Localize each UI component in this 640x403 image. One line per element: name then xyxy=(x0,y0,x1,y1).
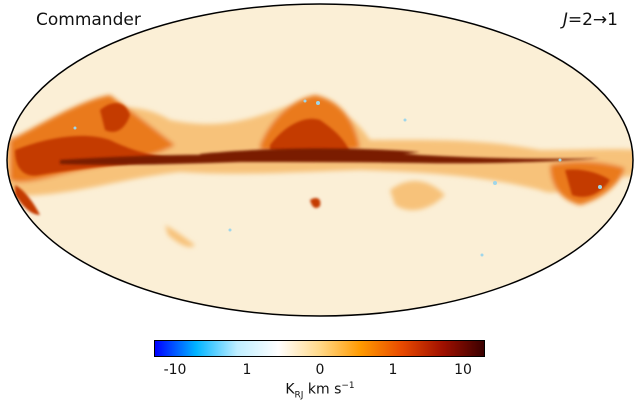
left-arm-cloud xyxy=(100,103,130,132)
unit-mid: km s xyxy=(303,381,342,398)
lower-left-filament xyxy=(165,225,195,247)
negative-speck xyxy=(493,181,497,185)
negative-speck xyxy=(558,158,562,162)
negative-speck xyxy=(316,101,320,105)
negative-speck xyxy=(480,253,484,257)
center-strong-cloud xyxy=(270,118,350,155)
negative-speck xyxy=(303,99,307,103)
transition-label: J=2→1 xyxy=(563,10,618,30)
left-edge-streak xyxy=(15,185,40,215)
colorbar xyxy=(154,340,485,357)
colorbar-tick: 1 xyxy=(388,362,398,378)
transition-text: =2→1 xyxy=(567,10,618,30)
unit-k: K xyxy=(285,381,295,398)
left-strong-region xyxy=(15,135,170,176)
colorbar-unit-label: KRJ km s−1 xyxy=(285,381,354,400)
unit-superscript: −1 xyxy=(341,381,355,391)
colorbar-tick: 10 xyxy=(454,362,472,378)
galactic-center-core xyxy=(200,148,420,160)
rotational-quantum-number: J xyxy=(562,10,568,30)
colorbar-tick: 0 xyxy=(315,362,325,378)
map-method-label: Commander xyxy=(36,10,141,30)
negative-speck xyxy=(403,118,407,122)
negative-speck xyxy=(598,185,602,189)
unit-subscript: RJ xyxy=(294,390,304,401)
colorbar-tick: -10 xyxy=(163,362,187,378)
negative-speck xyxy=(73,126,77,130)
sky-map-outline xyxy=(6,3,634,317)
negative-speck xyxy=(228,228,232,232)
colorbar-tick: 1 xyxy=(242,362,252,378)
lower-center-cloud xyxy=(390,180,445,211)
orion-cloud xyxy=(310,198,321,208)
right-strong-patch xyxy=(565,169,610,197)
sky-map xyxy=(6,3,634,317)
